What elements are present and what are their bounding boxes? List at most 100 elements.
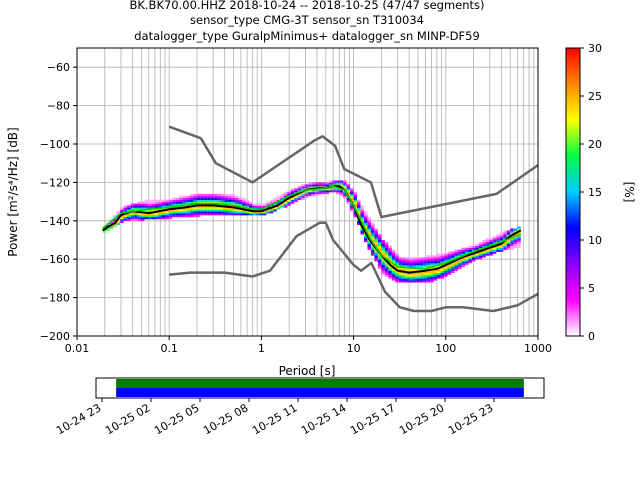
histogram-cell [381,241,385,245]
histogram-cell [276,201,281,204]
histogram-cell [255,211,260,214]
histogram-cell [416,276,420,279]
histogram-cell [315,193,319,197]
histogram-cell [127,215,131,218]
histogram-cell [444,253,448,256]
histogram-cell [374,228,378,231]
histogram-cell [137,218,142,222]
histogram-cell [123,218,128,222]
histogram-cell [454,253,459,256]
histogram-cell [311,182,316,185]
histogram-cell [172,199,176,202]
histogram-cell [353,192,358,195]
histogram-cell [182,213,187,216]
histogram-cell [412,264,417,268]
histogram-cell [377,257,382,260]
histogram-cell [437,272,441,275]
histogram-cell [367,218,371,222]
histogram-cell [154,215,159,218]
histogram-cell [437,274,441,277]
histogram-cell [147,205,152,208]
histogram-cell [120,218,124,222]
histogram-cell [475,257,479,260]
histogram-cell [475,247,479,250]
histogram-cell [426,261,431,264]
histogram-cell [381,247,385,250]
histogram-cell [391,272,396,275]
histogram-cell [273,203,277,206]
histogram-cell [141,205,145,208]
histogram-cell [210,197,215,200]
histogram-cell [346,188,351,191]
histogram-cell [363,213,368,216]
histogram-cell [384,253,389,256]
histogram-cell [405,268,410,272]
histogram-cell [506,230,511,233]
histogram-cell [430,278,434,281]
histogram-cell [440,253,445,256]
histogram-cell [325,184,330,187]
histogram-cell [315,192,319,195]
histogram-cell [440,261,445,264]
histogram-cell [357,207,361,210]
histogram-cell [384,274,389,277]
histogram-cell [426,280,431,283]
histogram-cell [290,192,295,195]
histogram-cell [238,199,243,202]
histogram-cell [384,247,389,250]
histogram-cell [322,190,326,193]
histogram-cell [377,234,382,237]
histogram-cell [186,209,190,212]
histogram-cell [231,211,236,214]
histogram-cell [388,249,392,252]
histogram-cell [451,253,455,256]
histogram-cell [465,259,469,262]
histogram-cell [172,211,176,214]
histogram-cell [447,253,452,256]
histogram-cell [158,213,162,216]
histogram-cell [322,182,326,185]
histogram-cell [297,188,302,191]
histogram-cell [151,209,155,212]
histogram-cell [482,253,486,256]
histogram-cell [329,180,333,183]
histogram-cell [416,261,420,264]
histogram-cell [158,203,162,206]
histogram-cell [238,197,243,200]
histogram-cell [391,257,396,260]
timeline-tick-label: 10-25 17 [348,401,397,437]
timeline-tick-label: 10-25 11 [250,401,299,437]
histogram-cell [141,213,145,216]
timeline-tick-label: 10-25 23 [446,401,495,437]
histogram-cell [478,255,483,258]
histogram-cell [280,203,284,206]
colorbar-label: [%] [622,182,636,203]
histogram-cell [458,259,462,262]
histogram-cell [374,243,378,247]
histogram-cell [458,264,462,268]
histogram-cell [412,263,417,266]
histogram-cell [266,201,270,204]
histogram-cell [405,276,410,279]
histogram-cell [423,259,427,262]
histogram-cell [409,268,413,272]
histogram-cell [304,195,309,199]
histogram-cell [412,257,417,260]
histogram-cell [409,264,413,268]
histogram-cell [461,247,466,250]
histogram-cell [367,230,371,233]
histogram-cell [419,264,424,268]
histogram-cell [262,211,267,214]
histogram-cell [384,245,389,248]
histogram-cell [485,241,490,245]
histogram-cell [482,240,486,243]
histogram-cell [423,264,427,268]
histogram-cell [419,268,424,272]
histogram-cell [440,276,445,279]
title-line-1: BK.BK70.00.HHZ 2018-10-24 -- 2018-10-25 … [129,0,484,12]
histogram-cell [475,255,479,258]
histogram-cell [409,261,413,264]
histogram-cell [437,268,441,272]
x-axis-label: Period [s] [279,364,336,378]
histogram-cell [283,197,288,200]
